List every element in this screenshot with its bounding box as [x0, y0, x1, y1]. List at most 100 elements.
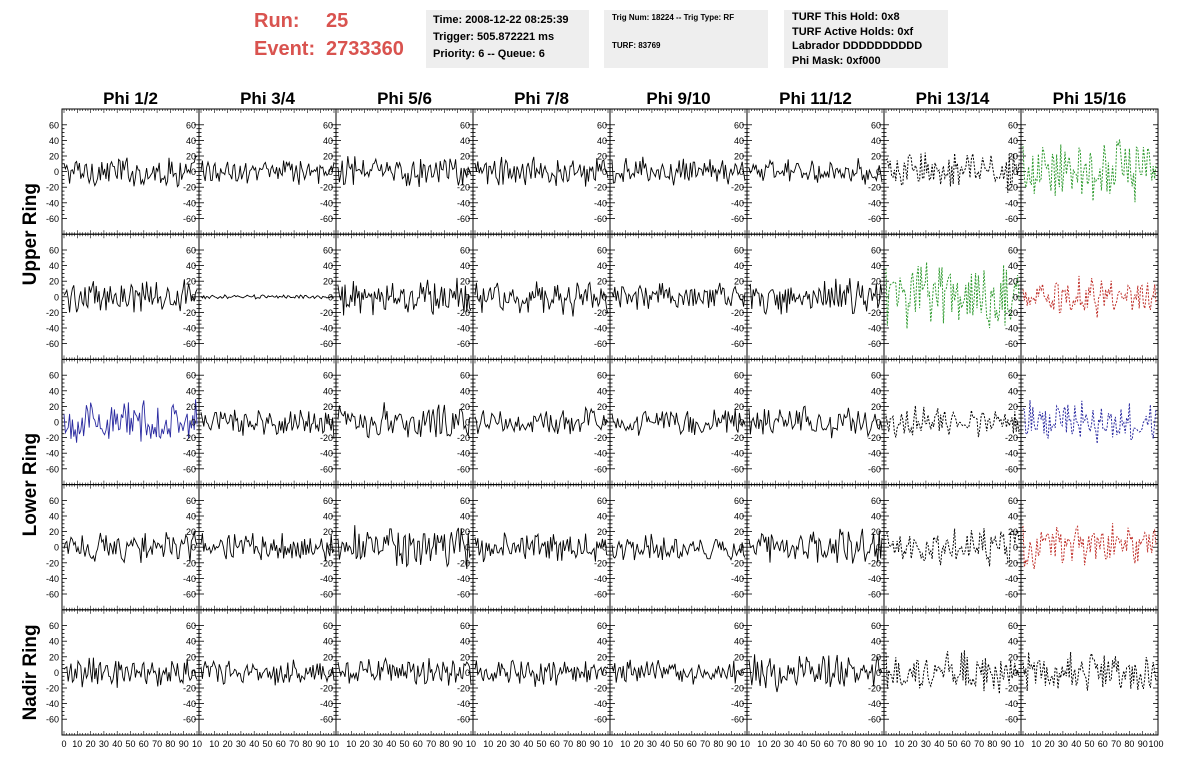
waveform-trace [611, 533, 746, 561]
y-tick-label: -20 [320, 433, 333, 443]
y-tick-label: -20 [1005, 308, 1018, 318]
y-tick-label: 20 [49, 152, 59, 162]
y-tick-label: 20 [186, 152, 196, 162]
y-tick-label: 20 [871, 277, 881, 287]
waveform-trace [200, 533, 335, 562]
y-tick-label: -40 [594, 324, 607, 334]
y-tick-label: -60 [594, 464, 607, 474]
column-title: Phi 11/12 [779, 89, 852, 108]
y-tick-label: -60 [457, 214, 470, 224]
y-tick-label: -20 [594, 183, 607, 193]
y-tick-label: -40 [868, 198, 881, 208]
y-tick-label: 0 [739, 167, 744, 177]
y-tick-label: -20 [320, 183, 333, 193]
y-tick-label: 40 [1008, 136, 1018, 146]
panel-frame [61, 108, 200, 235]
y-tick-label: 20 [460, 152, 470, 162]
y-tick-label: -20 [731, 308, 744, 318]
y-tick-label: -40 [457, 198, 470, 208]
y-tick-label: 0 [191, 292, 196, 302]
column-title: Phi 5/6 [377, 89, 432, 108]
y-tick-label: 0 [465, 292, 470, 302]
y-tick-label: -60 [320, 339, 333, 349]
y-tick-label: 40 [49, 386, 59, 396]
y-tick-label: -20 [594, 558, 607, 568]
waveform-trace [337, 156, 472, 188]
y-tick-label: 20 [1008, 402, 1018, 412]
y-tick-label: -40 [594, 449, 607, 459]
y-tick-label: 20 [597, 527, 607, 537]
time-info-box: Time: 2008-12-22 08:25:39 Trigger: 505.8… [426, 10, 589, 68]
y-tick-label: 20 [186, 527, 196, 537]
y-tick-label: -40 [320, 198, 333, 208]
y-tick-label: -40 [457, 324, 470, 334]
y-tick-label: 40 [871, 512, 881, 522]
y-tick-label: 0 [191, 167, 196, 177]
y-tick-label: -60 [594, 339, 607, 349]
waveform-trace [611, 282, 746, 310]
y-tick-label: 40 [323, 136, 333, 146]
y-tick-label: -40 [183, 324, 196, 334]
y-tick-label: -40 [731, 324, 744, 334]
y-tick-label: 60 [734, 496, 744, 506]
y-tick-label: 40 [186, 261, 196, 271]
waveform-trace [474, 156, 609, 187]
y-tick-label: 40 [460, 386, 470, 396]
y-tick-label: 60 [597, 371, 607, 381]
y-tick-label: 0 [739, 543, 744, 553]
panel-frame [335, 108, 474, 235]
y-tick-label: -60 [1005, 339, 1018, 349]
y-tick-label: -40 [731, 198, 744, 208]
y-tick-label: 60 [597, 120, 607, 130]
waveform-trace [63, 399, 198, 443]
y-tick-label: -40 [1005, 449, 1018, 459]
waveform-trace [337, 402, 472, 439]
y-tick-label: 60 [734, 371, 744, 381]
y-tick-label: 40 [597, 512, 607, 522]
waveform-trace [611, 156, 746, 186]
y-tick-label: 60 [734, 120, 744, 130]
y-tick-label: 40 [1008, 386, 1018, 396]
y-tick-label: -60 [457, 339, 470, 349]
panel-frame [1020, 233, 1159, 360]
y-tick-label: -40 [46, 324, 59, 334]
y-tick-label: 20 [734, 527, 744, 537]
y-tick-label: -40 [183, 449, 196, 459]
event-label: Event: [254, 38, 316, 60]
column-title: Phi 3/4 [240, 89, 295, 108]
panel-frame [883, 484, 1022, 611]
y-tick-label: 0 [54, 167, 59, 177]
y-tick-label: 20 [871, 527, 881, 537]
y-tick-label: 60 [460, 496, 470, 506]
y-tick-label: -60 [731, 590, 744, 600]
trigger-text: Trigger: 505.872221 ms [433, 31, 555, 43]
turf-active-holds-text: TURF Active Holds: 0xf [792, 25, 914, 38]
y-tick-label: 0 [328, 292, 333, 302]
y-tick-label: -40 [1005, 198, 1018, 208]
y-tick-label: -60 [1005, 214, 1018, 224]
y-tick-label: 40 [323, 386, 333, 396]
y-tick-label: 20 [460, 277, 470, 287]
y-tick-label: -60 [183, 339, 196, 349]
y-tick-label: 0 [602, 167, 607, 177]
panel-frame [61, 484, 200, 611]
y-tick-label: -60 [46, 590, 59, 600]
y-tick-label: 0 [1013, 167, 1018, 177]
y-tick-label: 20 [1008, 277, 1018, 287]
y-tick-label: 60 [49, 371, 59, 381]
y-tick-label: -40 [594, 574, 607, 584]
y-tick-label: -60 [46, 339, 59, 349]
y-tick-label: -40 [731, 449, 744, 459]
y-tick-label: -20 [46, 308, 59, 318]
y-tick-label: 0 [876, 543, 881, 553]
y-tick-label: -20 [731, 558, 744, 568]
y-tick-label: -20 [457, 308, 470, 318]
run-label: Run: [254, 10, 300, 32]
y-tick-label: -60 [868, 464, 881, 474]
y-tick-label: -40 [46, 198, 59, 208]
waveform-trace [63, 531, 198, 564]
y-tick-label: -60 [1005, 464, 1018, 474]
y-tick-label: -20 [731, 183, 744, 193]
y-tick-label: -20 [868, 183, 881, 193]
